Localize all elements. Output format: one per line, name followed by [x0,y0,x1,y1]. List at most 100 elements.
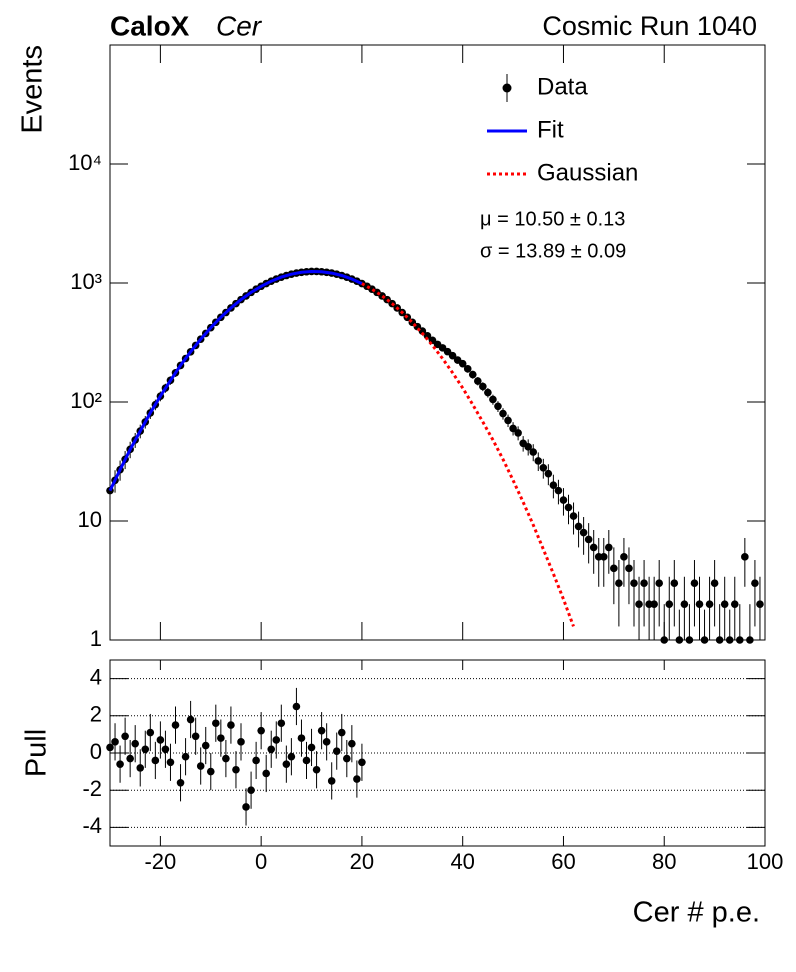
data-point [650,600,658,608]
data-point [257,726,265,735]
data-point [559,496,568,504]
x-tick-label: 40 [450,849,474,874]
data-point [489,395,497,404]
data-point [307,743,316,752]
data-point [514,429,522,437]
x-tick-label: 20 [350,849,374,874]
x-axis-label: Cer # p.e. [633,897,760,929]
data-point [665,600,674,608]
data-point [176,778,185,787]
data-point [217,734,225,742]
data-point [751,579,759,588]
data-point [675,636,684,644]
y-tick-label: 4 [90,664,102,689]
data-point [322,738,331,746]
data-point [715,636,724,644]
data-point [297,734,306,742]
data-point [670,579,679,588]
data-point [237,738,245,746]
data-point [705,600,714,608]
data-point [201,741,210,750]
data-point [292,702,301,711]
data-point [625,564,633,573]
data-point [106,743,114,752]
data-point [539,463,548,472]
legend-label: Fit [537,116,564,143]
data-point [277,719,286,728]
data-point [509,424,517,433]
data-point [474,377,482,385]
data-point [111,738,119,746]
data-point [554,486,563,495]
data-point [574,522,583,531]
data-point [206,767,215,776]
top-frame [109,44,766,641]
data-point [126,754,134,763]
y-tick-label: 2 [90,702,102,727]
data-point [242,803,250,811]
data-point [282,760,291,768]
data-point [685,636,694,644]
legend-label: Data [537,73,588,100]
data-point [141,745,150,754]
y-tick-label: 10³ [70,269,102,294]
run-label: Cosmic Run 1040 [542,11,757,41]
data-point [348,739,356,748]
x-tick-label: 80 [652,849,676,874]
data-point [534,457,543,465]
data-point [695,600,704,608]
data-point [504,416,512,425]
data-point [741,553,749,561]
data-point [302,756,311,765]
data-point [468,370,477,379]
mu-annotation: μ = 10.50 ± 0.13 [480,208,625,230]
y-tick-label: 10² [70,388,102,413]
y-tick-label: 0 [90,739,102,764]
data-point [196,762,205,770]
data-point [579,528,588,537]
data-point [756,600,764,608]
data-point [529,448,538,456]
data-point [146,728,155,737]
data-point [448,351,457,360]
data-point [156,736,165,744]
data-point [212,719,220,728]
legend-marker [502,83,512,93]
data-point [272,736,281,744]
data-point [710,579,719,588]
data-point [725,636,734,644]
data-point [690,579,699,588]
data-point [222,754,230,763]
data-point [630,579,638,588]
data-point [584,535,593,544]
data-point [564,503,573,512]
data-point [312,765,321,774]
data-point [746,636,754,644]
data-point [589,543,598,552]
y-tick-label: -4 [82,813,102,838]
data-point [247,786,255,794]
data-point [166,758,175,767]
data-point [443,347,452,356]
data-point [635,600,643,608]
fit-curve [108,269,363,492]
y-tick-label: -2 [82,776,102,801]
data-point [343,754,351,763]
data-point [655,579,663,588]
data-point [186,715,195,724]
data-point [358,758,366,767]
data-point [131,739,139,748]
data-point [337,728,346,737]
data-point [720,600,729,608]
sigma-annotation: σ = 13.89 ± 0.09 [480,240,626,262]
data-point [680,600,689,608]
data-point [610,564,618,573]
data-point [700,636,709,644]
data-point [640,579,648,588]
data-point [332,747,341,755]
data-point [262,769,270,778]
chart-title: CaloX [110,10,190,41]
legend-label: Gaussian [537,159,638,186]
